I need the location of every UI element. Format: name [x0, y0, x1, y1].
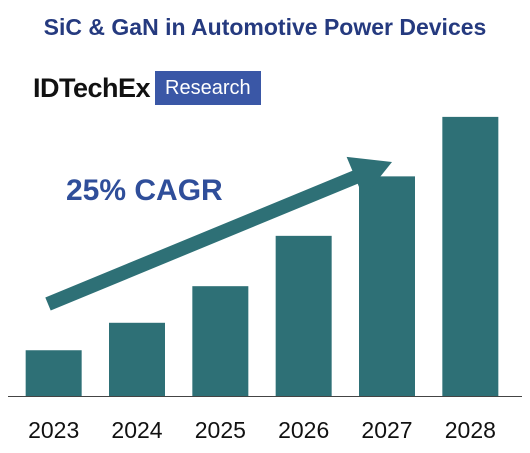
brand-badge: Research: [155, 71, 261, 105]
x-tick-label-2025: 2025: [195, 417, 246, 443]
chart-title: SiC & GaN in Automotive Power Devices: [43, 14, 487, 40]
brand-logo: IDTechEx Research: [33, 71, 261, 105]
x-tick-label-2028: 2028: [445, 417, 496, 443]
bar-2028: [442, 116, 499, 396]
bar-2025: [192, 286, 249, 396]
bars-group: [25, 116, 499, 396]
brand-name: IDTechEx: [33, 73, 151, 103]
bar-2026: [275, 235, 332, 396]
x-tick-label-2024: 2024: [111, 417, 162, 443]
bar-2023: [25, 350, 82, 396]
bar-2024: [109, 322, 165, 396]
cagr-annotation: 25% CAGR: [66, 174, 223, 207]
trend-arrow: [45, 156, 393, 311]
x-tick-label-2026: 2026: [278, 417, 329, 443]
bar-2027: [359, 176, 415, 396]
x-tick-label-2023: 2023: [28, 417, 79, 443]
x-tick-labels: 2023 2024 2025 2026 2027 2028: [28, 417, 496, 443]
x-tick-label-2027: 2027: [361, 417, 412, 443]
